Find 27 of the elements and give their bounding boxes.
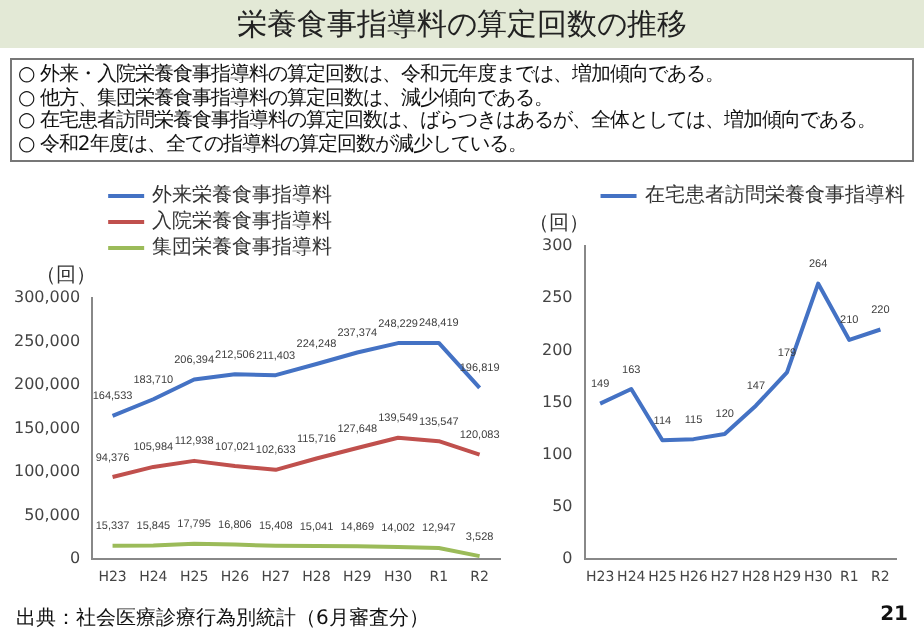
source-note: 出典：社会医療診療行為別統計（6月審査分） [16,605,429,632]
legend-label: 入院栄養食事指導料 [152,209,333,234]
legend-label: 集団栄養食事指導料 [152,235,333,260]
y-tick-label: 200 [541,340,573,359]
y-tick-label: 300,000 [13,288,81,307]
text: ○ 在宅患者訪問栄養食事指導料の算定回数は、ばらつきはあるが、全体としては、増加傾向である。 [18,110,878,133]
text: ○ 他方、集団栄養食事指導料の算定回数は、減少傾向である。 [18,87,555,109]
y-tick-label: 50,000 [24,505,81,524]
y-tick-label: 150,000 [13,418,81,437]
y-tick-label: 100 [541,444,573,463]
y-tick-label: 250,000 [13,331,81,350]
y-tick-label: 0 [562,549,573,568]
text: ○ 外来・入院栄養食事指導料の算定回数は、令和元年度までは、増加傾向である。 [18,64,726,87]
y-tick-label: 100,000 [13,462,81,481]
y-tick-label: 50 [552,497,573,516]
legend-label: 外来栄養食事指導料 [152,183,333,208]
chart-title: 栄養食事指導料の算定回数の推移 [0,0,924,48]
y-tick-label: 300 [541,236,573,255]
y-axis-title: （回） [528,213,589,236]
y-tick-label: 150 [541,392,573,411]
y-tick-label: 200,000 [13,375,81,394]
text: 21 [880,604,908,626]
y-tick-label: 250 [541,288,573,307]
y-tick-label: 0 [69,549,81,568]
legend-label: 在宅患者訪問栄養食事指導料 [644,183,905,208]
text: ○ 令和2年度は、全ての指導料の算定回数が減少している。 [18,133,529,156]
y-axis-title: （回） [36,265,97,288]
